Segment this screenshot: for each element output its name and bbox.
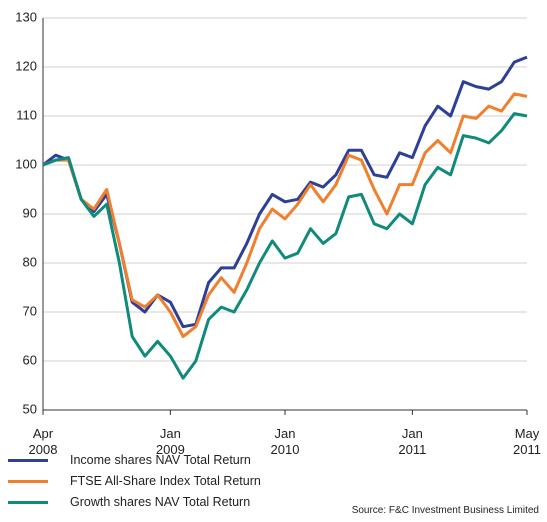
series-line [42, 92, 528, 338]
legend-swatch [8, 500, 48, 504]
y-tick-label: 90 [23, 205, 37, 220]
y-tick-label: 120 [15, 58, 37, 73]
x-tick-label: Jan 2009 [155, 426, 185, 457]
source: Source: F&C Investment Business Limited [351, 505, 539, 516]
y-tick-label: 100 [15, 156, 37, 171]
y-tick-label: 130 [15, 9, 37, 24]
x-tick-label: Apr 2008 [28, 426, 58, 457]
series-line [42, 112, 528, 380]
legend-swatch [8, 458, 48, 462]
y-tick-label: 110 [16, 107, 37, 122]
legend-item: Income shares NAV Total Return [8, 453, 251, 467]
y-tick-label: 80 [23, 254, 37, 269]
y-tick-label: 50 [23, 401, 37, 416]
legend-label: Income shares NAV Total Return [70, 453, 251, 467]
legend-item: Growth shares NAV Total Return [8, 495, 250, 509]
y-tick-label: 60 [23, 352, 37, 367]
y-tick-label: 70 [23, 303, 37, 318]
series-line [42, 55, 528, 329]
legend-swatch [8, 479, 48, 483]
x-tick-label: May 2011 [513, 426, 541, 457]
x-tick-label: Jan 2010 [270, 426, 300, 457]
legend-label: FTSE All-Share Index Total Return [70, 474, 261, 488]
legend-label: Growth shares NAV Total Return [70, 495, 251, 509]
plot: 50 60 70 80 90 100 110 120 130 [15, 9, 528, 416]
x-tick-label: Jan 2011 [398, 426, 427, 457]
legend-item: FTSE All-Share Index Total Return [8, 474, 261, 488]
